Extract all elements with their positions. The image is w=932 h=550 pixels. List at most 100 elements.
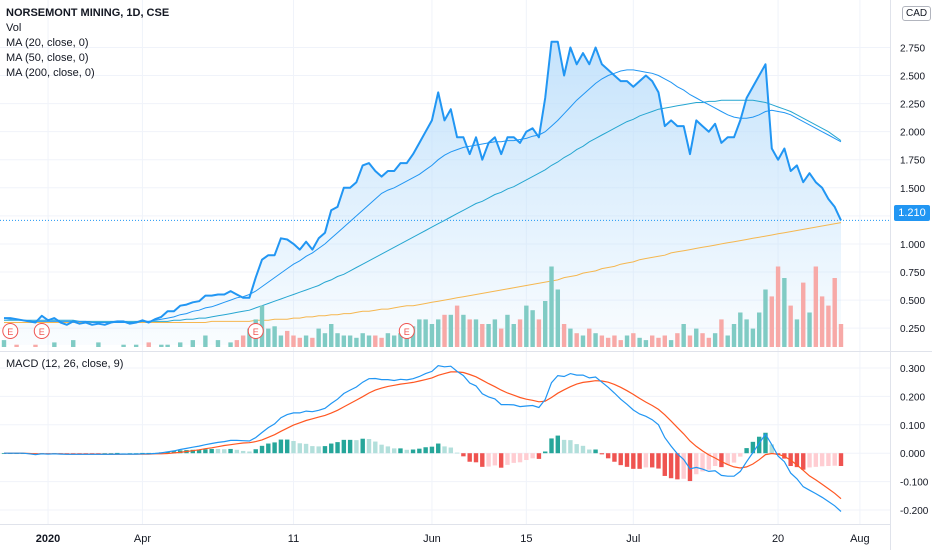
macd-histogram-bar — [650, 453, 655, 468]
earnings-marker[interactable] — [33, 323, 50, 339]
legend-ma200[interactable]: MA (200, close, 0) — [6, 67, 95, 79]
macd-axis[interactable]: -0.200 -0.100 0.000 0.100 0.200 0.300 — [900, 364, 929, 517]
macd-histogram-bar — [442, 446, 447, 454]
ma200-line[interactable] — [4, 222, 842, 323]
earnings-marker-label[interactable]: E — [404, 327, 410, 337]
volume-bar — [694, 328, 699, 347]
macd-histogram-bar — [178, 450, 183, 454]
volume-bar — [203, 335, 208, 347]
macd-histogram-bar — [404, 449, 409, 454]
volume-bar — [593, 333, 598, 347]
macd-histogram-bar — [278, 439, 284, 454]
volume-bar — [794, 319, 800, 347]
earnings-marker[interactable] — [2, 323, 19, 339]
legend-macd-label[interactable]: MACD (12, 26, close, 9) — [6, 358, 124, 370]
volume-bar — [668, 340, 674, 347]
volume-bar — [266, 328, 271, 347]
macd-histogram-bar — [209, 448, 214, 454]
macd-histogram-bar — [108, 453, 114, 455]
earnings-marker[interactable] — [398, 323, 415, 339]
macd-histogram-bar — [668, 453, 674, 479]
macd-histogram-bar — [813, 453, 819, 467]
earnings-marker-label[interactable]: E — [253, 327, 259, 337]
volume-bar — [234, 340, 240, 347]
macd-histogram-bar — [738, 453, 743, 457]
macd-histogram-bar — [385, 446, 391, 454]
macd-line[interactable] — [4, 365, 842, 512]
macd-histogram-bar — [247, 451, 252, 454]
macd-histogram-bar — [335, 442, 340, 454]
macd-histogram-bar — [838, 453, 844, 466]
macd-histogram-bar — [266, 443, 271, 454]
earnings-marker-label[interactable]: E — [39, 327, 45, 337]
macd-histogram-bar — [297, 443, 302, 454]
volume-bar — [429, 324, 435, 347]
volume-bar — [763, 289, 768, 347]
volume-bar — [536, 319, 542, 347]
macd-histogram-bar — [593, 449, 598, 454]
price-tick-label: 0.750 — [900, 268, 925, 279]
time-axis[interactable]: 2020Apr11Jun15Jul20Aug18Sep16Oct19Nov — [36, 533, 932, 545]
currency-button[interactable]: CAD — [902, 6, 932, 21]
legend-ma50[interactable]: MA (50, close, 0) — [6, 52, 89, 64]
volume-bar — [335, 333, 340, 347]
macd-histogram-bar — [429, 446, 435, 454]
volume-bar — [385, 333, 391, 347]
main-legend: NORSEMONT MINING, 1D, CSE Vol MA (20, cl… — [6, 6, 169, 81]
macd-histogram-bar — [379, 444, 384, 454]
volume-bar — [436, 319, 441, 347]
volume-bar — [631, 333, 636, 347]
macd-histogram-bar — [291, 440, 296, 454]
volume-bar — [505, 314, 510, 347]
price-tick-label: 2.000 — [900, 128, 925, 139]
volume-bar — [480, 324, 485, 347]
symbol-title[interactable]: NORSEMONT MINING, 1D, CSE — [6, 7, 170, 19]
volume-bar — [228, 342, 233, 347]
price-axis[interactable]: 0.2500.5000.7501.0001.2501.5001.7502.000… — [900, 43, 925, 335]
volume-bar — [650, 335, 655, 347]
volume-bar — [423, 319, 428, 347]
volume-bar — [769, 296, 774, 347]
macd-histogram-bar — [303, 443, 309, 454]
volume-bar — [240, 335, 246, 347]
macd-histogram-bar — [417, 448, 422, 454]
macd-histogram-bar — [448, 447, 454, 454]
price-line[interactable] — [4, 40, 842, 326]
macd-histogram-bar — [832, 453, 837, 466]
volume-bar — [530, 310, 535, 347]
earnings-marker[interactable] — [247, 323, 264, 339]
volume-bar — [1, 340, 7, 347]
macd-histogram-bar — [801, 453, 806, 470]
volume-bar — [366, 335, 372, 347]
volume-bar — [568, 328, 573, 347]
volume-bar — [662, 335, 667, 347]
signal-line[interactable] — [4, 371, 842, 500]
macd-histogram-bar — [398, 448, 403, 454]
macd-histogram-bar — [203, 449, 208, 454]
macd-histogram-bar — [555, 435, 561, 454]
macd-histogram-bar — [498, 453, 504, 468]
macd-histogram-bar — [681, 453, 686, 479]
macd-histogram-bar — [354, 440, 359, 454]
macd-histogram-bar — [517, 453, 523, 463]
price-pane[interactable] — [0, 40, 890, 346]
legend-vol[interactable]: Vol — [6, 22, 22, 34]
volume-bar — [612, 335, 617, 347]
volume-bar — [454, 305, 460, 347]
macd-histogram-bar — [341, 439, 347, 454]
macd-tick-label: 0.100 — [900, 421, 925, 432]
volume-bar — [71, 340, 76, 347]
macd-histogram-bar — [190, 449, 195, 454]
macd-histogram-bar — [196, 449, 202, 454]
volume-bar — [574, 333, 579, 347]
volume-bar — [561, 324, 567, 347]
volume-bar — [700, 333, 705, 347]
macd-pane[interactable] — [1, 365, 844, 512]
legend-ma20[interactable]: MA (20, close, 0) — [6, 37, 89, 49]
macd-histogram-bar — [568, 440, 573, 454]
volume-bar — [712, 333, 718, 347]
earnings-marker-label[interactable]: E — [7, 327, 13, 337]
volume-bar — [442, 314, 447, 347]
price-tick-label: 2.500 — [900, 72, 925, 83]
